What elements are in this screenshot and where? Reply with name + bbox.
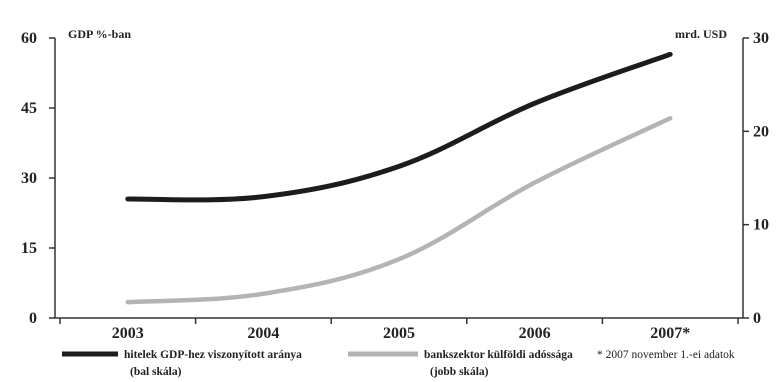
x-tick-label: 2006: [519, 325, 551, 342]
y-left-tick-label: 0: [29, 310, 37, 327]
y-left-tick-label: 30: [21, 170, 37, 187]
legend-label-1-scale: (bal skála): [130, 366, 182, 378]
x-tick-label: 2007*: [650, 325, 690, 342]
series-layer: [125, 51, 673, 305]
y-right-tick-label: 30: [753, 30, 769, 47]
y-left-tick-label: 15: [21, 240, 37, 257]
y-left-tick-label: 60: [21, 30, 37, 47]
legend-label-1: hitelek GDP-hez viszonyított aránya: [124, 349, 302, 361]
y-right-tick-label: 0: [753, 310, 761, 327]
legend-label-2: bankszektor külföldi adóssága: [424, 349, 573, 361]
series-line-2: [125, 116, 673, 305]
y-right-tick-label: 10: [753, 217, 769, 234]
y-right-unit-label: mrd. USD: [675, 27, 727, 41]
series-line-1: [125, 51, 673, 203]
footnote: * 2007 november 1.-ei adatok: [597, 349, 735, 361]
y-right-tick-label: 20: [753, 123, 769, 140]
legend: hitelek GDP-hez viszonyított aránya (bal …: [62, 349, 735, 378]
axes: 0 15 30 45 60 0 10 20 30 2003 2004 2005 2006 2007* GDP…: [21, 27, 769, 342]
x-tick-label: 2003: [112, 325, 144, 342]
y-left-tick-label: 45: [21, 100, 37, 117]
legend-label-2-scale: (jobb skála): [430, 366, 489, 378]
x-tick-label: 2004: [247, 325, 279, 342]
x-tick-label: 2005: [383, 325, 415, 342]
y-left-unit-label: GDP %-ban: [68, 27, 131, 41]
